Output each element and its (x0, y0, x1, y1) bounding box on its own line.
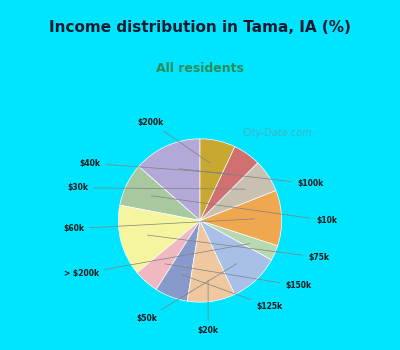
Text: $40k: $40k (79, 159, 230, 174)
Wedge shape (200, 190, 282, 246)
Text: $100k: $100k (179, 169, 323, 188)
Wedge shape (200, 163, 276, 220)
Wedge shape (200, 220, 278, 260)
Wedge shape (200, 139, 235, 220)
Text: $60k: $60k (63, 219, 254, 233)
Wedge shape (200, 220, 272, 294)
Wedge shape (200, 147, 258, 220)
Text: $200k: $200k (138, 118, 210, 163)
Wedge shape (120, 167, 200, 220)
Text: $125k: $125k (182, 275, 282, 311)
Text: > $200k: > $200k (64, 244, 250, 278)
Text: $75k: $75k (147, 235, 329, 262)
Text: $10k: $10k (152, 196, 337, 225)
Text: City-Data.com: City-Data.com (242, 128, 312, 138)
Wedge shape (118, 205, 200, 273)
Text: Income distribution in Tama, IA (%): Income distribution in Tama, IA (%) (49, 20, 351, 35)
Wedge shape (156, 220, 200, 301)
Text: $50k: $50k (136, 264, 237, 323)
Text: $30k: $30k (67, 183, 245, 192)
Text: All residents: All residents (156, 62, 244, 75)
Text: $150k: $150k (165, 264, 311, 290)
Wedge shape (139, 139, 200, 220)
Wedge shape (187, 220, 235, 302)
Wedge shape (137, 220, 200, 289)
Text: $20k: $20k (198, 280, 219, 335)
